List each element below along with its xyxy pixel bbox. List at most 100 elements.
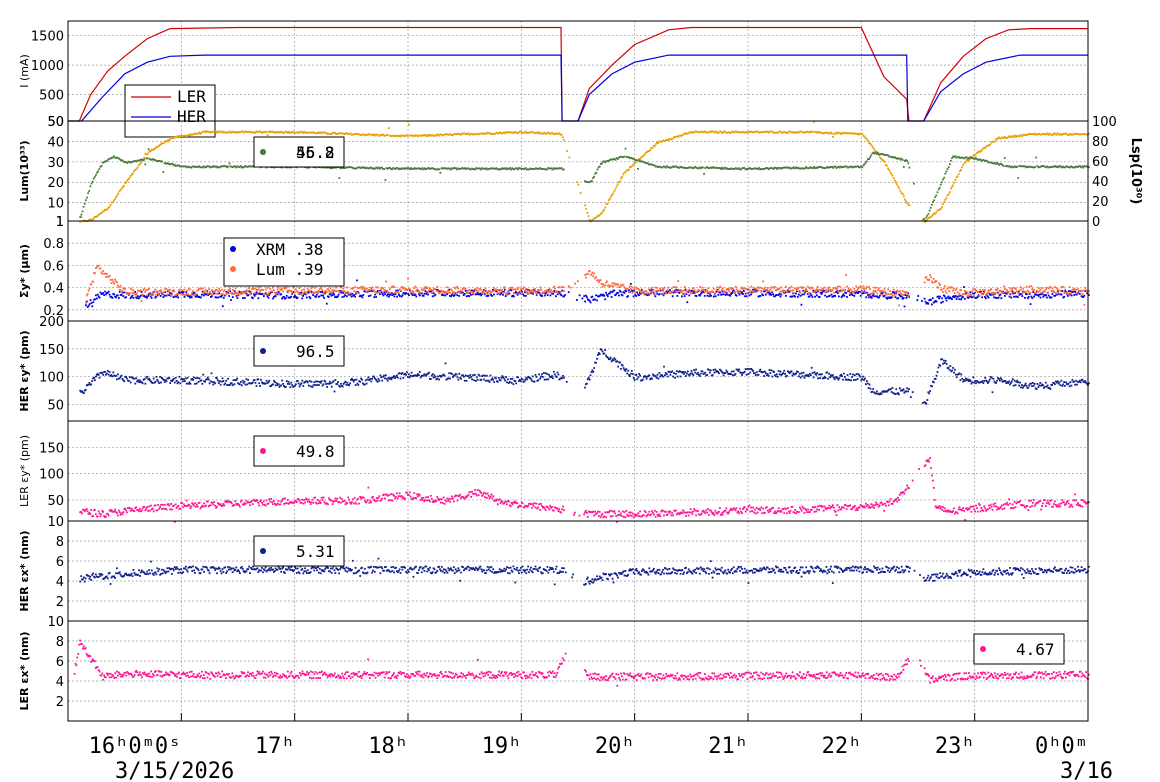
data-point [326,288,329,290]
data-point [576,181,579,183]
data-point [619,368,622,370]
data-point [857,288,859,290]
data-point [1020,288,1023,291]
data-point [799,376,802,379]
data-point [402,167,405,170]
data-point [887,389,889,392]
data-point [836,288,838,290]
data-point [472,291,475,294]
data-point [635,295,638,297]
legend-value: 45.2 [296,143,335,162]
data-point [832,287,835,290]
data-point [156,290,158,293]
data-point [815,373,818,376]
data-point [200,166,203,169]
data-point [154,159,157,162]
data-point [869,288,871,290]
data-point [795,287,797,290]
data-point [791,295,794,298]
data-point [144,152,147,155]
data-point [559,377,562,380]
data-point [846,374,849,376]
data-point [760,290,763,293]
data-point [963,378,965,381]
y2-tick-label: 60 [1092,155,1109,170]
data-point [158,290,161,292]
data-point [850,379,853,382]
data-point [717,371,719,373]
data-point [897,297,900,300]
data-point [207,165,209,168]
data-point [764,372,767,375]
data-point [637,168,639,170]
data-point [656,141,658,144]
data-point [590,371,593,373]
data-point [1005,137,1007,139]
data-point [203,166,206,169]
data-point [154,296,157,299]
data-point [818,289,821,291]
data-point [557,373,560,376]
data-point [344,380,347,383]
data-point [740,287,743,290]
data-point [985,159,988,162]
data-point [814,167,816,170]
data-point [547,290,550,293]
data-point [809,292,812,295]
data-point [183,288,186,291]
data-point [504,379,507,382]
data-point [429,378,432,380]
data-point [98,213,101,216]
data-point [607,295,609,298]
data-point [798,372,801,375]
data-point [322,166,325,169]
data-point [99,212,102,215]
data-point [385,374,387,377]
data-point [225,379,228,382]
data-point [559,133,562,136]
data-point [989,376,992,378]
data-point [113,282,116,285]
data-point [100,165,103,167]
data-point [286,131,289,134]
data-point [235,166,238,169]
data-point [754,167,757,170]
data-point [243,380,246,383]
data-point [465,133,468,135]
data-point [254,132,257,134]
data-point [356,382,359,385]
data-point [987,296,990,299]
data-point [253,379,256,381]
data-point [898,187,901,190]
data-point [557,167,560,170]
data-point [343,167,345,169]
data-point [638,373,641,375]
data-point [657,166,659,168]
data-point [79,389,82,392]
data-point [943,176,946,179]
data-point [701,291,703,294]
data-point [799,291,802,294]
data-point [835,291,837,294]
data-point [160,291,163,293]
data-point [829,376,831,379]
data-point [493,167,496,170]
data-point [843,376,846,378]
data-point [326,166,328,169]
data-point [85,294,88,297]
data-point [292,386,295,388]
data-point [1039,296,1042,299]
data-point [125,181,128,184]
data-point [422,168,425,171]
legend-box [253,136,345,168]
data-point [117,297,120,299]
data-point [491,295,493,297]
data-point [103,294,106,296]
data-point [439,291,441,294]
data-point [929,206,932,209]
data-point [680,166,683,168]
data-point [727,168,730,170]
data-point [661,374,663,377]
data-point [989,289,992,292]
data-point [301,379,304,382]
